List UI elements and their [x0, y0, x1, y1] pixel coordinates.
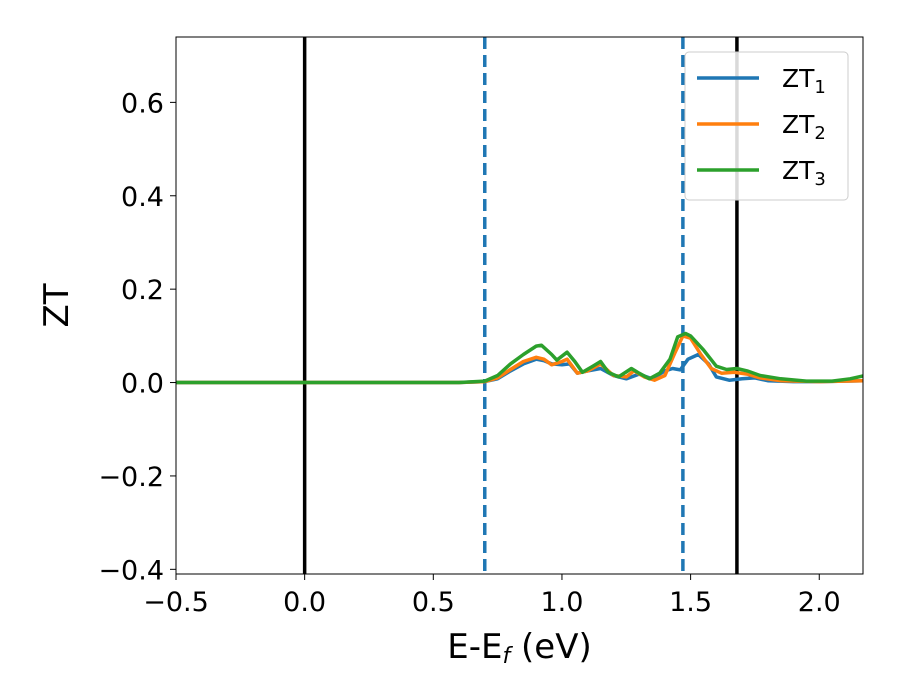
x-axis-label-rest: (eV) — [510, 627, 592, 667]
y-axis-ticks: −0.4 −0.2 0.0 0.2 0.4 0.6 — [98, 88, 176, 586]
series-line-zt3 — [176, 331, 863, 385]
x-tick-label: 0.5 — [412, 587, 455, 618]
legend-label-zt2: ZT2 — [782, 110, 826, 144]
y-tick-label: 0.0 — [121, 369, 164, 400]
series-line-zt1 — [176, 352, 863, 385]
legend-label-zt3: ZT3 — [782, 156, 826, 190]
x-axis-label: E-Ef (eV) — [447, 627, 592, 669]
y-tick-label: −0.2 — [98, 462, 164, 493]
x-axis-label-main: E-E — [447, 627, 502, 667]
y-tick-label: 0.4 — [121, 182, 164, 213]
x-tick-label: 0.0 — [283, 587, 326, 618]
x-tick-label: 2.0 — [798, 587, 841, 618]
legend-label-zt1: ZT1 — [782, 64, 826, 98]
series-line-zt2 — [176, 334, 863, 385]
x-tick-label: 1.0 — [540, 587, 583, 618]
legend: ZT1 ZT2 ZT3 — [684, 51, 849, 201]
x-tick-label: −0.5 — [143, 587, 209, 618]
y-axis-label: ZT — [37, 283, 77, 327]
y-tick-label: 0.6 — [121, 88, 164, 119]
y-tick-label: −0.4 — [98, 555, 164, 586]
plot-frame — [175, 36, 864, 575]
x-axis-ticks: −0.5 0.0 0.5 1.0 1.5 2.0 — [143, 574, 841, 618]
x-axis-label-sub: f — [502, 644, 513, 669]
legend-box — [684, 51, 849, 201]
x-tick-label: 1.5 — [669, 587, 712, 618]
y-tick-label: 0.2 — [121, 275, 164, 306]
